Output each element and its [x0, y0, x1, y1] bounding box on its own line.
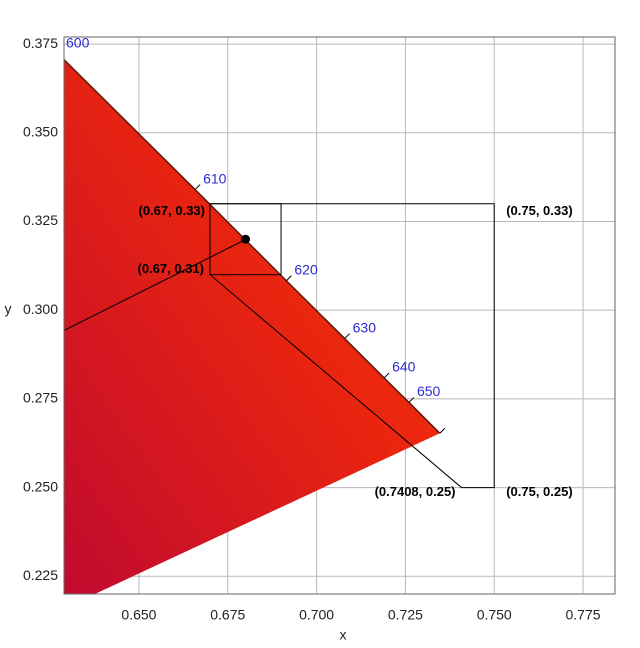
wavelength-label: 620: [294, 261, 318, 277]
locus-tick: [344, 333, 351, 339]
x-axis-label: x: [340, 627, 347, 643]
plot-frame: [63, 36, 616, 595]
locus-tick: [194, 184, 201, 190]
y-axis-label: y: [5, 301, 12, 317]
x-tick-label: 0.700: [299, 607, 334, 623]
x-tick-label: 0.725: [388, 607, 423, 623]
region-outline: [209, 203, 495, 489]
wavelength-label: 640: [392, 359, 416, 375]
y-tick-label: 0.300: [23, 301, 58, 317]
corner-label: (0.67, 0.31): [138, 261, 205, 276]
x-tick-label: 0.750: [477, 607, 512, 623]
x-tick-label: 0.675: [210, 607, 245, 623]
white-point-line: [64, 238, 248, 331]
locus-tick: [383, 372, 390, 379]
plot-area: [57, 48, 446, 594]
point: [241, 234, 251, 244]
y-tick-label: 0.350: [23, 123, 58, 139]
wavelength-label: 630: [353, 319, 377, 335]
x-tick-label: 0.650: [121, 607, 156, 623]
locus-tick: [439, 427, 446, 434]
y-tick-label: 0.325: [23, 212, 58, 228]
locus-tick: [408, 397, 415, 403]
wavelength-label: 650: [417, 383, 441, 399]
y-tick-label: 0.375: [23, 35, 58, 51]
x-tick-label: 0.775: [566, 607, 601, 623]
gamut-fill: [64, 59, 440, 594]
locus-tick: [57, 48, 62, 53]
corner-label: (0.75, 0.25): [506, 484, 572, 499]
corner-label: (0.67, 0.33): [139, 203, 206, 218]
y-tick-label: 0.225: [23, 567, 58, 583]
y-tick-label: 0.275: [23, 390, 58, 406]
wavelength-label: 610: [203, 170, 227, 186]
corner-label: (0.75, 0.33): [506, 203, 572, 218]
corner-label: (0.7408, 0.25): [375, 484, 456, 499]
y-tick-label: 0.250: [23, 478, 58, 494]
locus-tick: [286, 275, 292, 282]
wavelength-label: 600: [66, 35, 90, 51]
